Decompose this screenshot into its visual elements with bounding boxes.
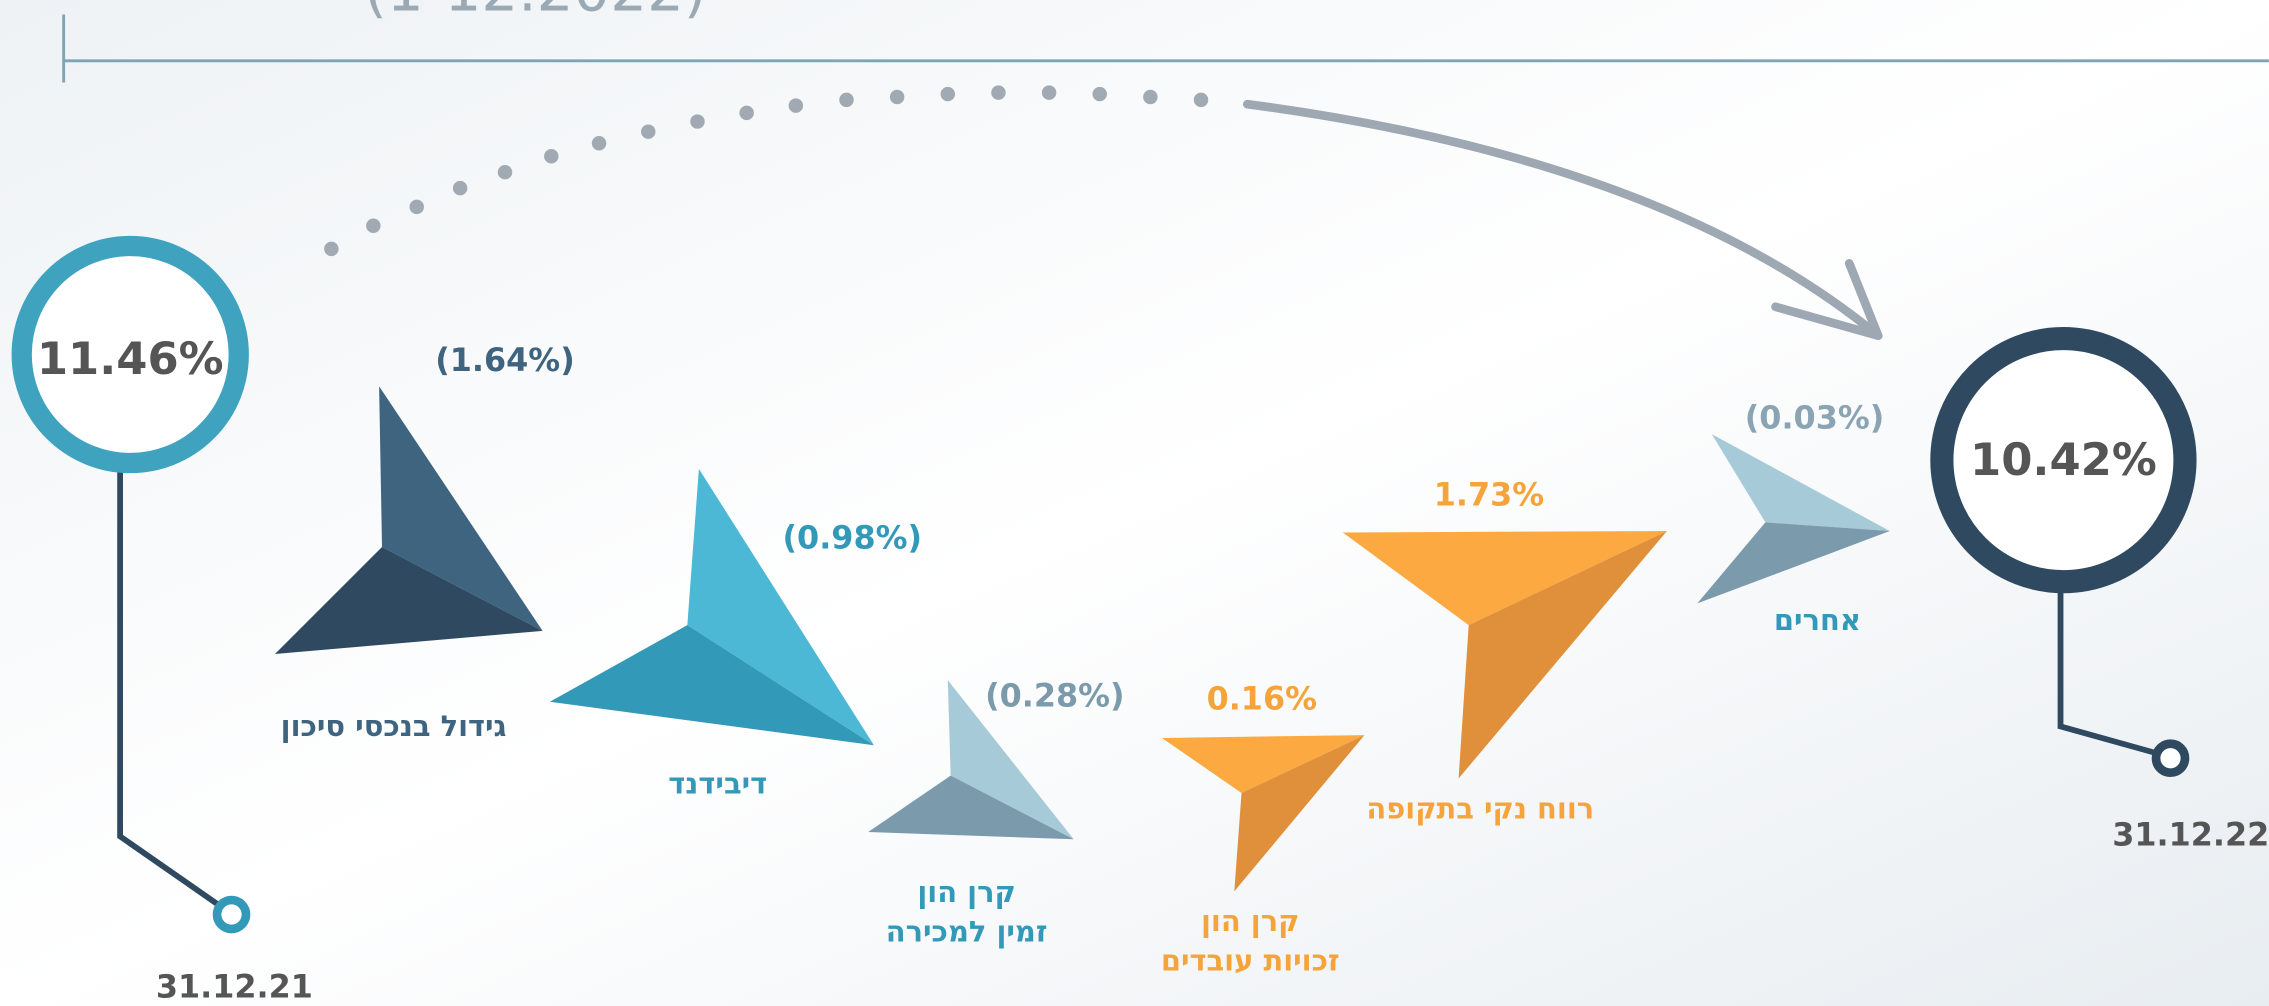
- step-label: קרן הון: [1201, 904, 1299, 938]
- arrow-head: [1771, 259, 1883, 341]
- start-circle: [11, 235, 249, 474]
- step-label: דיבידנד: [668, 767, 767, 801]
- dot: [497, 164, 513, 180]
- dot: [788, 98, 804, 113]
- dot: [591, 136, 607, 151]
- end-stem: [2057, 571, 2160, 757]
- end-circle: [1930, 327, 2197, 594]
- plane: [1697, 434, 1890, 604]
- dot: [690, 114, 705, 129]
- dot: [544, 149, 559, 164]
- plane: [274, 386, 543, 655]
- plane: [1161, 735, 1365, 892]
- start-date: 31.12.21: [156, 967, 313, 1005]
- dot: [324, 241, 339, 257]
- dot: [839, 92, 854, 108]
- step-value: (0.03%): [1745, 399, 1885, 437]
- start-value: 11.46%: [37, 332, 224, 385]
- step-label: רווח נקי בתקופה: [1366, 791, 1594, 825]
- title: (1-12.2022): [364, 0, 706, 24]
- start-pin: [212, 895, 251, 934]
- end-value: 10.42%: [1970, 433, 2157, 486]
- end-pin: [2151, 739, 2190, 778]
- step-value: (0.98%): [783, 519, 923, 557]
- dot: [889, 89, 905, 105]
- step-value: 1.73%: [1434, 475, 1544, 513]
- dot: [940, 86, 956, 102]
- dot: [1143, 89, 1158, 105]
- step-label: אחרים: [1774, 603, 1861, 637]
- end-date: 31.12.22: [2112, 815, 2269, 853]
- dot: [452, 180, 468, 196]
- step-label: זכויות עובדים: [1161, 943, 1340, 977]
- step-label: קרן הון: [917, 875, 1015, 909]
- dot: [1092, 86, 1107, 102]
- content: (1-12.2022) 11.46% 31.12.21 10.42% 31.12…: [11, 0, 2269, 1005]
- dot: [991, 85, 1006, 100]
- step-label: זמין למכירה: [886, 914, 1048, 948]
- dot: [409, 199, 424, 215]
- start-stem: [117, 470, 222, 909]
- step-value: (1.64%): [435, 341, 575, 379]
- arrow: [1242, 99, 1883, 341]
- dot: [1193, 92, 1209, 108]
- dot: [1041, 85, 1057, 100]
- plane: [549, 468, 874, 746]
- dot: [641, 124, 656, 139]
- step-value: 0.16%: [1207, 679, 1317, 717]
- dot: [366, 218, 381, 233]
- plane: [1342, 531, 1667, 779]
- dot: [739, 105, 754, 121]
- dotted-arc: [324, 85, 1209, 257]
- step-label: גידול בנכסי סיכון: [281, 709, 507, 743]
- step-value: (0.28%): [985, 676, 1125, 714]
